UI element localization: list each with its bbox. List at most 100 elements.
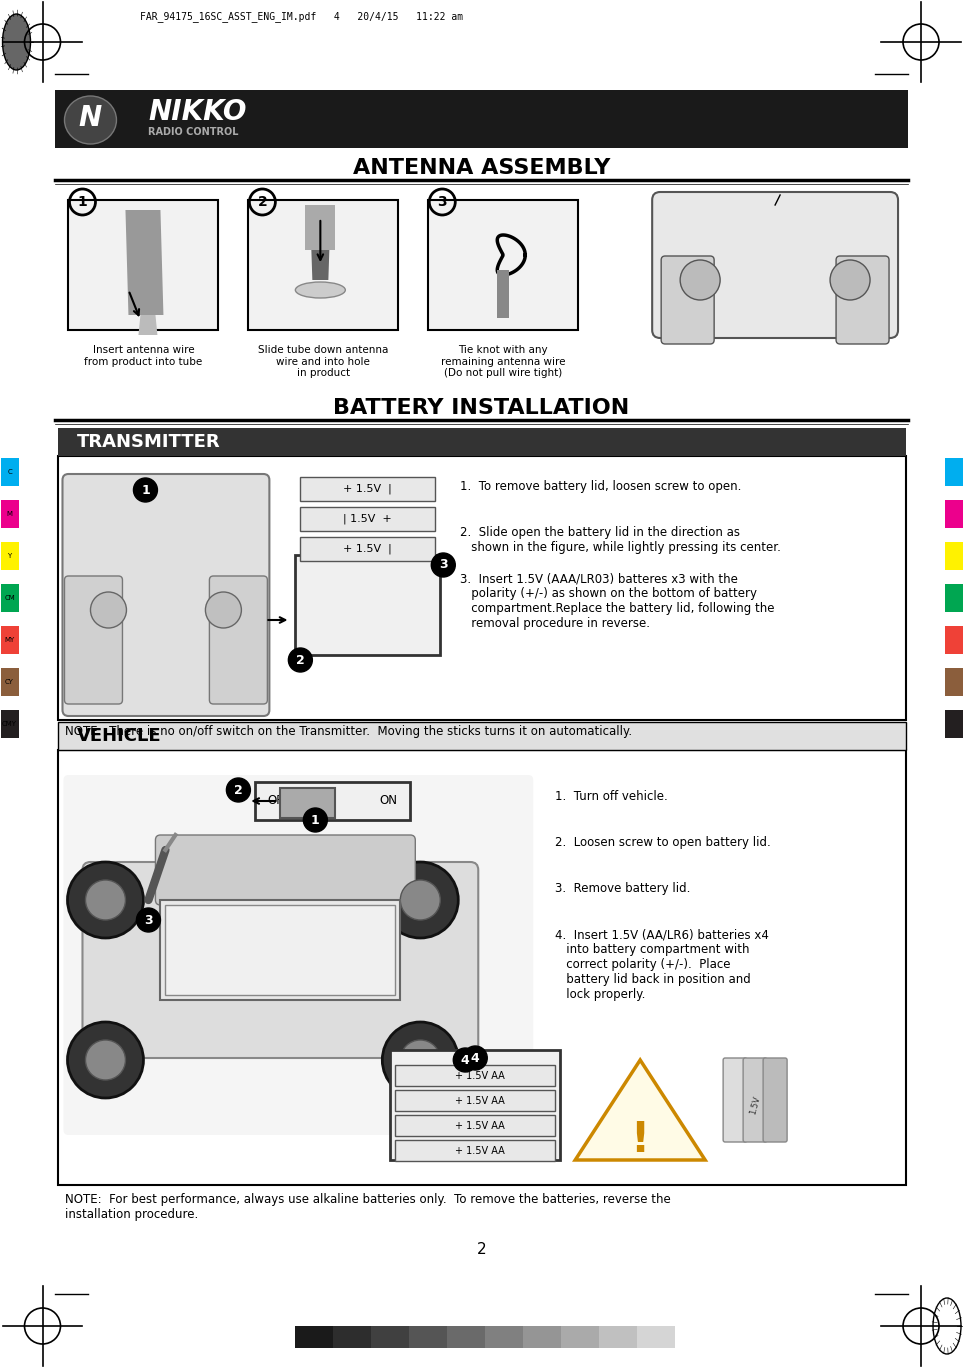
Bar	[945, 542, 963, 570]
Text: M: M	[7, 512, 13, 517]
FancyBboxPatch shape	[209, 576, 268, 705]
Text: 1: 1	[78, 196, 88, 209]
Circle shape	[134, 477, 157, 502]
Text: 4: 4	[461, 1053, 470, 1067]
Polygon shape	[305, 205, 335, 250]
Bar	[945, 584, 963, 611]
Text: ANTENNA ASSEMBLY: ANTENNA ASSEMBLY	[352, 157, 610, 178]
Polygon shape	[497, 269, 509, 317]
FancyBboxPatch shape	[155, 834, 415, 906]
Text: C: C	[7, 469, 12, 475]
Bar	[1, 458, 18, 486]
Text: NOTE:  There is no on/off switch on the Transmitter.  Moving the sticks turns it: NOTE: There is no on/off switch on the T…	[65, 725, 633, 737]
Text: OFF: OFF	[267, 795, 290, 807]
Bar	[1, 584, 18, 611]
Circle shape	[137, 908, 161, 932]
Text: NOTE:  For best performance, always use alkaline batteries only.  To remove the : NOTE: For best performance, always use a…	[65, 1193, 671, 1222]
Text: RADIO CONTROL: RADIO CONTROL	[148, 127, 239, 137]
Bar	[1, 710, 18, 737]
Text: MY: MY	[5, 637, 14, 643]
Bar	[409, 1326, 447, 1347]
Ellipse shape	[65, 96, 117, 144]
FancyBboxPatch shape	[743, 1057, 768, 1142]
Bar	[280, 788, 335, 818]
Bar	[395, 1115, 556, 1135]
Circle shape	[382, 862, 458, 938]
FancyBboxPatch shape	[65, 576, 122, 705]
Text: N: N	[79, 104, 102, 131]
Circle shape	[86, 880, 125, 921]
Bar	[945, 627, 963, 654]
Bar	[1, 542, 18, 570]
Text: 2: 2	[296, 654, 304, 666]
Bar	[1, 668, 18, 696]
Circle shape	[431, 553, 455, 577]
Text: + 1.5V AA: + 1.5V AA	[455, 1120, 505, 1131]
Text: 1: 1	[311, 814, 320, 826]
Text: 4.  Insert 1.5V (AA/LR6) batteries x4
   into battery compartment with
   correc: 4. Insert 1.5V (AA/LR6) batteries x4 int…	[556, 928, 769, 1001]
Text: + 1.5V AA: + 1.5V AA	[455, 1146, 505, 1156]
Text: VEHICLE: VEHICLE	[76, 726, 161, 746]
Text: CM: CM	[4, 595, 14, 601]
Circle shape	[454, 1048, 478, 1073]
Bar	[166, 906, 395, 995]
Text: + 1.5V  |: + 1.5V |	[343, 543, 392, 554]
Bar	[523, 1326, 561, 1347]
Bar	[59, 428, 906, 456]
Text: Insert antenna wire
from product into tube: Insert antenna wire from product into tu…	[85, 345, 202, 367]
Bar	[59, 456, 906, 720]
Circle shape	[91, 592, 126, 628]
Text: 1.5V: 1.5V	[748, 1094, 762, 1115]
Text: !: !	[631, 1119, 650, 1161]
Bar	[447, 1326, 485, 1347]
Text: 3.  Insert 1.5V (AAA/LR03) batteres x3 with the
   polarity (+/-) as shown on th: 3. Insert 1.5V (AAA/LR03) batteres x3 wi…	[460, 572, 775, 631]
Circle shape	[67, 1022, 143, 1099]
Text: CMY: CMY	[2, 721, 17, 726]
Bar	[300, 508, 435, 531]
Circle shape	[205, 592, 242, 628]
Bar	[59, 750, 906, 1185]
Circle shape	[463, 1047, 487, 1070]
Circle shape	[226, 778, 250, 802]
Bar	[296, 555, 440, 655]
Bar	[56, 90, 908, 148]
FancyBboxPatch shape	[63, 473, 270, 715]
Text: TRANSMITTER: TRANSMITTER	[76, 434, 221, 451]
Circle shape	[67, 862, 143, 938]
Bar	[59, 722, 906, 750]
Text: CY: CY	[5, 679, 13, 685]
Text: 1.  To remove battery lid, loosen screw to open.: 1. To remove battery lid, loosen screw t…	[460, 480, 742, 492]
Circle shape	[401, 1040, 440, 1079]
Bar	[333, 1326, 372, 1347]
Bar	[638, 1326, 675, 1347]
Text: 2.  Slide open the battery lid in the direction as
   shown in the figure, while: 2. Slide open the battery lid in the dir…	[460, 527, 781, 554]
Text: 3: 3	[144, 914, 153, 926]
Circle shape	[680, 260, 720, 300]
Circle shape	[303, 808, 327, 832]
Bar	[161, 900, 401, 1000]
Circle shape	[86, 1040, 125, 1079]
Bar	[1, 627, 18, 654]
Bar	[561, 1326, 599, 1347]
Text: 1.  Turn off vehicle.: 1. Turn off vehicle.	[556, 789, 668, 803]
Text: 1: 1	[141, 483, 150, 497]
Polygon shape	[139, 315, 157, 335]
Circle shape	[382, 1022, 458, 1099]
Bar	[945, 668, 963, 696]
Text: + 1.5V  |: + 1.5V |	[343, 484, 392, 494]
Text: FAR_94175_16SC_ASST_ENG_IM.pdf   4   20/4/15   11:22 am: FAR_94175_16SC_ASST_ENG_IM.pdf 4 20/4/15…	[141, 11, 463, 22]
Bar	[429, 200, 578, 330]
Bar	[296, 1326, 333, 1347]
Polygon shape	[575, 1060, 705, 1160]
Bar	[945, 499, 963, 528]
Circle shape	[401, 880, 440, 921]
Text: BATTERY INSTALLATION: BATTERY INSTALLATION	[333, 398, 630, 419]
Circle shape	[288, 648, 312, 672]
FancyBboxPatch shape	[836, 256, 889, 343]
Bar	[599, 1326, 638, 1347]
Bar	[248, 200, 399, 330]
Bar	[1, 499, 18, 528]
Text: 3.  Remove battery lid.: 3. Remove battery lid.	[556, 882, 690, 895]
Bar	[390, 1051, 560, 1160]
Text: Tie knot with any
remaining antenna wire
(Do not pull wire tight): Tie knot with any remaining antenna wire…	[441, 345, 565, 378]
